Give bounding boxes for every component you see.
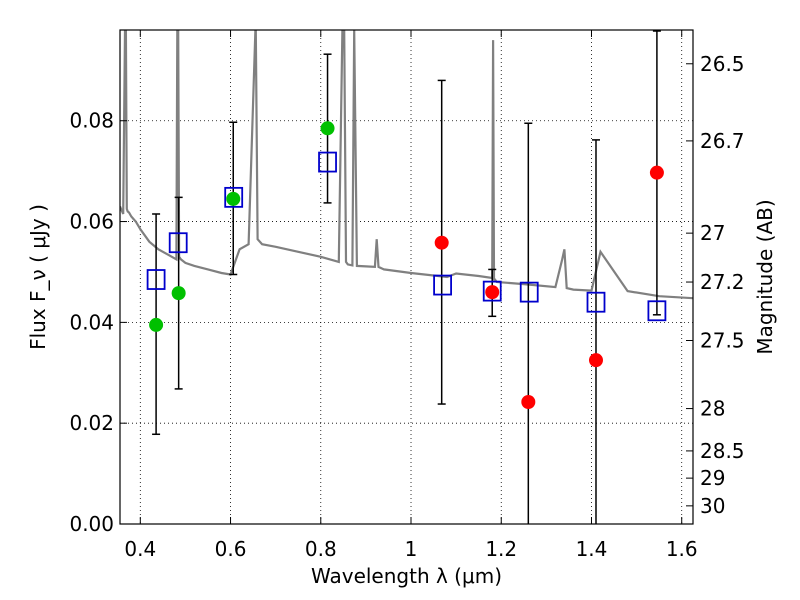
red-point [588, 353, 603, 368]
error-bars [152, 30, 661, 524]
spectrum-line [120, 30, 693, 300]
model-square [586, 291, 606, 313]
x-axis-label: Wavelength λ (μm) [311, 564, 502, 588]
y-tick-label: 0.06 [69, 210, 114, 234]
y-tick-label: 0.02 [69, 411, 114, 435]
red-point [485, 285, 500, 300]
right-tick-label: 27 [700, 221, 725, 245]
model-square [146, 269, 166, 290]
plot-frame [119, 29, 694, 525]
red-point [434, 235, 449, 250]
x-tick-label: 1.6 [666, 537, 698, 561]
error-bar [591, 139, 600, 524]
red-point [649, 165, 664, 180]
x-axis-ticks: 0.4 0.6 0.8 1 1.2 1.4 1.6 [124, 30, 698, 561]
model-square [482, 280, 502, 302]
model-square [318, 151, 337, 173]
right-tick-label: 30 [700, 494, 725, 518]
y-tick-label: 0.08 [69, 109, 114, 133]
right-tick-label: 29 [700, 466, 725, 490]
right-tick-label: 26.7 [700, 129, 745, 153]
green-point [171, 286, 186, 301]
green-point [320, 121, 335, 136]
green-point [149, 317, 164, 332]
right-axis-label: Magnitude (AB) [753, 199, 777, 354]
right-tick-label: 27.2 [700, 270, 745, 294]
right-tick-label: 28 [700, 397, 725, 421]
data-points [146, 121, 667, 410]
right-tick-label: 26.5 [700, 52, 745, 76]
model-square [519, 281, 539, 303]
x-tick-label: 0.6 [215, 537, 247, 561]
red-point [521, 395, 536, 410]
grid [120, 30, 693, 525]
error-bar [524, 122, 533, 524]
model-square [433, 274, 452, 296]
model-square [224, 186, 244, 208]
y-axis-ticks: 0.00 0.02 0.04 0.06 0.08 [69, 109, 127, 536]
right-tick-label: 28.5 [700, 439, 745, 463]
model-square [168, 232, 188, 254]
right-tick-label: 27.5 [700, 329, 745, 353]
y-axis-label: Flux F_ν ( μJy ) [26, 204, 50, 350]
x-tick-label: 0.4 [124, 537, 156, 561]
spectrum-layer [120, 30, 693, 300]
green-point [226, 191, 241, 206]
x-tick-label: 1.4 [576, 537, 608, 561]
x-tick-label: 1.2 [485, 537, 517, 561]
model-square [647, 300, 667, 322]
y-tick-label: 0.04 [69, 310, 114, 334]
y-tick-label: 0.00 [69, 512, 114, 536]
right-axis-ticks: 26.5 26.7 27 27.2 27.5 28 28.5 29 30 [686, 52, 745, 518]
x-tick-label: 1 [405, 537, 418, 561]
x-tick-label: 0.8 [305, 537, 337, 561]
